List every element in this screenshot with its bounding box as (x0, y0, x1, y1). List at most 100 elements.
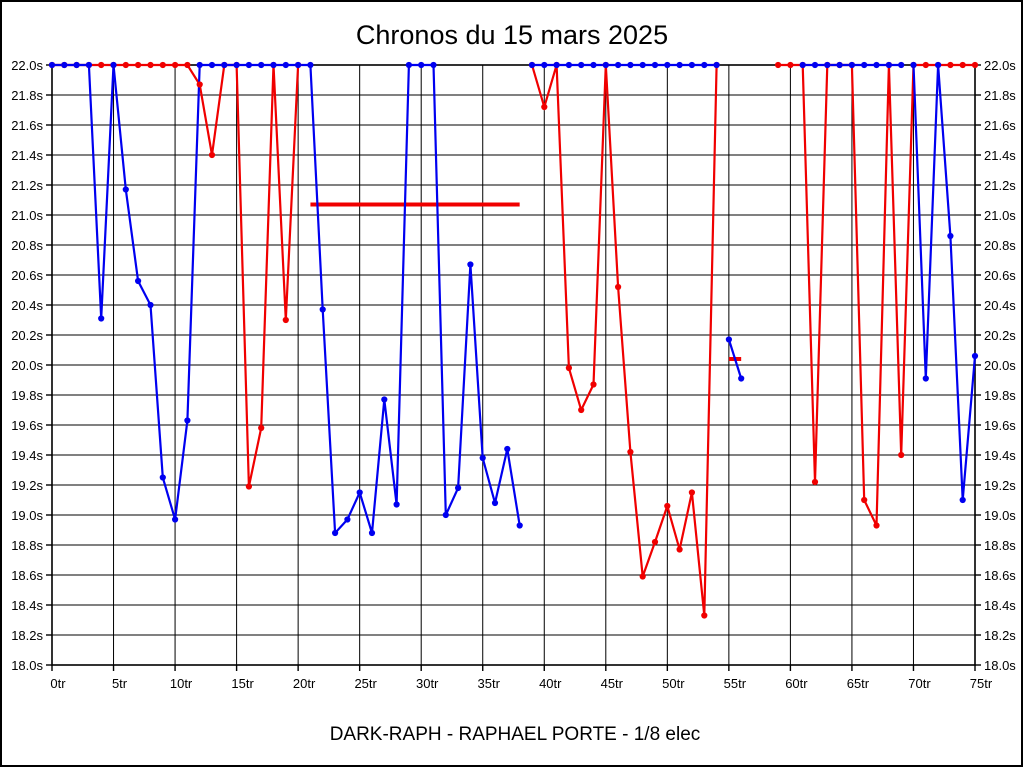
series-line-rouge (530, 64, 718, 616)
data-point-bleu (824, 61, 831, 69)
data-point-bleu (528, 61, 536, 69)
x-tick-label: 20tr (293, 676, 316, 691)
data-point-bleu (418, 61, 425, 69)
y-tick-label: 20.8s (984, 238, 1016, 253)
data-point-bleu (504, 445, 511, 453)
series-line-bleu (727, 339, 743, 379)
data-point-rouge (971, 61, 979, 69)
y-tick-label: 21.2s (11, 178, 43, 193)
data-point-rouge (861, 496, 868, 504)
data-point-rouge (664, 502, 671, 510)
x-tick-label: 75tr (970, 676, 993, 691)
data-point-bleu (48, 61, 56, 69)
y-axis-labels-left: 22.0s 21.8s 21.6s 21.4s 21.2s 21.0s 20.8s 20.6s… (11, 58, 43, 673)
data-point-rouge (947, 61, 954, 69)
y-tick-label: 18.8s (984, 538, 1016, 553)
y-axis-labels-right: 22.0s 21.8s 21.6s 21.4s 21.2s 21.0s 20.8s 20.6s… (984, 58, 1016, 673)
data-point-rouge (258, 424, 265, 432)
data-point-bleu (799, 61, 806, 69)
data-point-bleu (233, 61, 240, 69)
data-point-bleu (541, 61, 548, 69)
data-point-bleu (208, 61, 216, 69)
data-point-bleu (885, 61, 893, 69)
data-point-bleu (615, 61, 622, 69)
data-point-bleu (442, 511, 449, 519)
data-point-bleu (184, 417, 191, 424)
data-point-bleu (368, 529, 376, 537)
data-point-bleu (307, 61, 314, 69)
data-point-bleu (122, 186, 129, 193)
data-point-rouge (159, 61, 166, 69)
data-point-bleu (479, 454, 486, 462)
y-tick-label: 19.6s (984, 418, 1016, 433)
data-point-bleu (159, 474, 166, 481)
data-point-bleu (664, 61, 671, 69)
data-point-bleu (85, 61, 92, 69)
data-point-bleu (319, 306, 326, 313)
data-point-rouge (873, 522, 880, 529)
x-tick-label: 40tr (539, 676, 562, 691)
x-tick-label: 35tr (478, 676, 501, 691)
y-tick-label: 20.4s (984, 298, 1016, 313)
x-tick-label: 70tr (908, 676, 931, 691)
series-lines (52, 63, 977, 616)
data-point-bleu (196, 61, 203, 69)
data-point-bleu (861, 61, 868, 69)
data-point-bleu (98, 315, 105, 322)
data-point-bleu (738, 375, 745, 382)
y-tick-label: 18.0s (11, 658, 43, 673)
data-point-bleu (295, 61, 302, 69)
data-point-bleu (565, 61, 573, 69)
x-tick-label: 45tr (601, 676, 624, 691)
y-tick-label: 21.8s (984, 88, 1016, 103)
data-point-bleu (947, 232, 954, 240)
y-tick-label: 19.0s (11, 508, 43, 523)
data-point-bleu (848, 61, 856, 69)
data-point-bleu (430, 61, 437, 69)
data-point-bleu (467, 261, 474, 268)
data-point-bleu (491, 499, 499, 507)
data-point-rouge (639, 573, 646, 580)
data-point-bleu (110, 61, 117, 69)
y-tick-label: 19.4s (984, 448, 1016, 463)
data-point-bleu (553, 61, 560, 69)
data-point-bleu (245, 61, 252, 69)
series-markers (48, 61, 979, 619)
y-tick-label: 22.0s (11, 58, 43, 73)
data-point-bleu (172, 516, 179, 523)
data-point-rouge (688, 489, 696, 496)
y-tick-label: 18.2s (11, 628, 43, 643)
data-point-rouge (811, 478, 819, 486)
data-point-rouge (135, 61, 142, 69)
data-point-bleu (688, 61, 696, 69)
data-point-bleu (922, 375, 929, 382)
data-point-bleu (713, 61, 720, 69)
y-tick-label: 18.4s (11, 598, 43, 613)
data-point-rouge (122, 61, 129, 69)
data-point-rouge (147, 61, 154, 69)
x-tick-label: 50tr (662, 676, 685, 691)
data-point-rouge (959, 61, 966, 69)
data-point-rouge (701, 612, 708, 619)
y-tick-label: 20.6s (11, 268, 43, 283)
data-point-rouge (651, 538, 659, 546)
data-point-bleu (356, 489, 363, 496)
data-point-rouge (282, 316, 289, 324)
y-tick-label: 20.8s (11, 238, 43, 253)
data-point-bleu (811, 61, 819, 69)
data-point-rouge (627, 448, 634, 456)
data-point-rouge (98, 61, 105, 69)
y-tick-label: 19.2s (984, 478, 1016, 493)
data-point-bleu (873, 61, 880, 69)
x-tick-label: 30tr (416, 676, 439, 691)
data-point-bleu (959, 496, 966, 504)
x-tick-label: 15tr (231, 676, 254, 691)
y-tick-label: 18.2s (984, 628, 1016, 643)
y-tick-label: 20.0s (984, 358, 1016, 373)
data-point-bleu (935, 61, 942, 69)
x-tick-label: 65tr (847, 676, 870, 691)
y-tick-label: 20.2s (984, 328, 1016, 343)
data-point-bleu (393, 501, 400, 508)
